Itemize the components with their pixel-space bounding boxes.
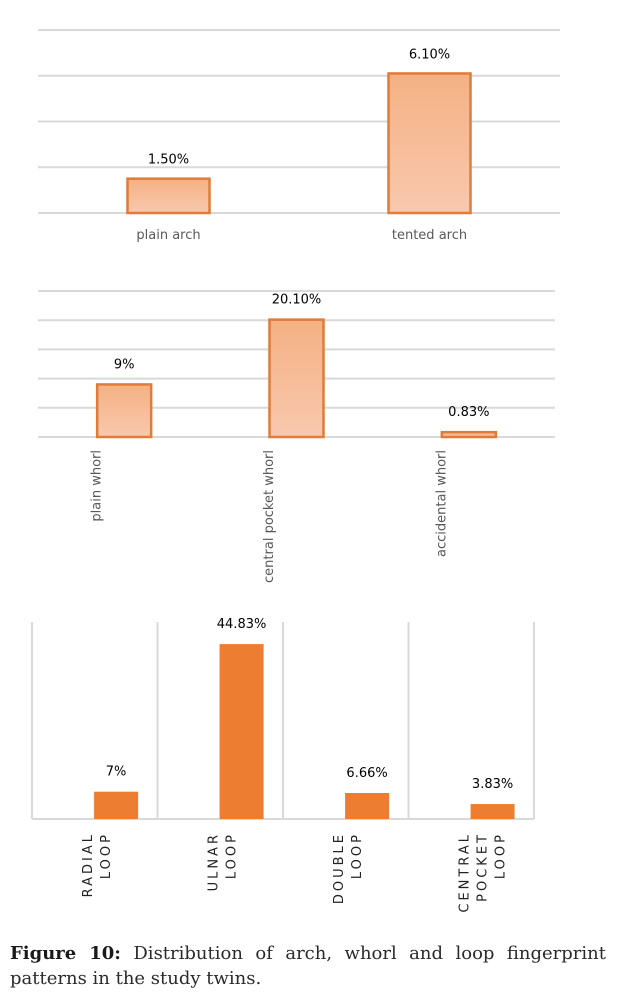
category-label-line: LOOP <box>494 832 509 879</box>
data-label: 7% <box>106 765 127 780</box>
data-label: 9% <box>114 357 135 372</box>
data-label: 20.10% <box>272 293 322 308</box>
category-label: tented arch <box>392 228 467 243</box>
bar <box>95 383 153 439</box>
category-label-line: LOOP <box>99 832 114 879</box>
category-label: plain arch <box>136 228 200 243</box>
category-label-line: RADIAL <box>81 832 96 897</box>
bar <box>470 804 515 819</box>
bar <box>126 177 211 215</box>
bar <box>219 644 264 819</box>
data-label: 6.66% <box>346 766 387 781</box>
category-label: accidental whorl <box>434 450 449 557</box>
category-label: ULNAR LOOP <box>207 832 240 891</box>
category-label-line: CENTRAL <box>458 832 473 913</box>
category-label: CENTRAL POCKET LOOP <box>458 832 509 913</box>
bar <box>94 791 139 819</box>
category-label-line: POCKET <box>476 832 491 902</box>
category-label-line: ULNAR <box>207 832 222 891</box>
caption-text: Distribution of arch, whorl and loop fin… <box>10 943 606 989</box>
data-label: 0.83% <box>448 405 489 420</box>
data-label: 6.10% <box>409 47 450 62</box>
bar <box>345 793 390 819</box>
caption-label: Figure 10: <box>10 943 121 964</box>
category-label: DOUBLE LOOP <box>332 832 365 904</box>
data-label: 44.83% <box>217 617 267 632</box>
whorl-chart: 9% plain whorl 20.10% central pocket whorl 0… <box>38 290 555 583</box>
category-label: RADIAL LOOP <box>81 832 114 897</box>
category-label-line: LOOP <box>350 832 365 879</box>
category-label-line: DOUBLE <box>332 832 347 904</box>
category-label: central pocket whorl <box>262 450 277 583</box>
bar <box>387 72 472 215</box>
data-label: 3.83% <box>472 777 513 792</box>
category-label-line: LOOP <box>225 832 240 879</box>
bar <box>440 430 498 439</box>
data-label: 1.50% <box>148 153 189 168</box>
arch-chart: 1.50% plain arch 6.10% tented arch <box>38 29 560 243</box>
category-label: plain whorl <box>90 450 105 522</box>
bar <box>268 318 325 439</box>
figure-caption: Figure 10: Distribution of arch, whorl a… <box>10 941 606 991</box>
